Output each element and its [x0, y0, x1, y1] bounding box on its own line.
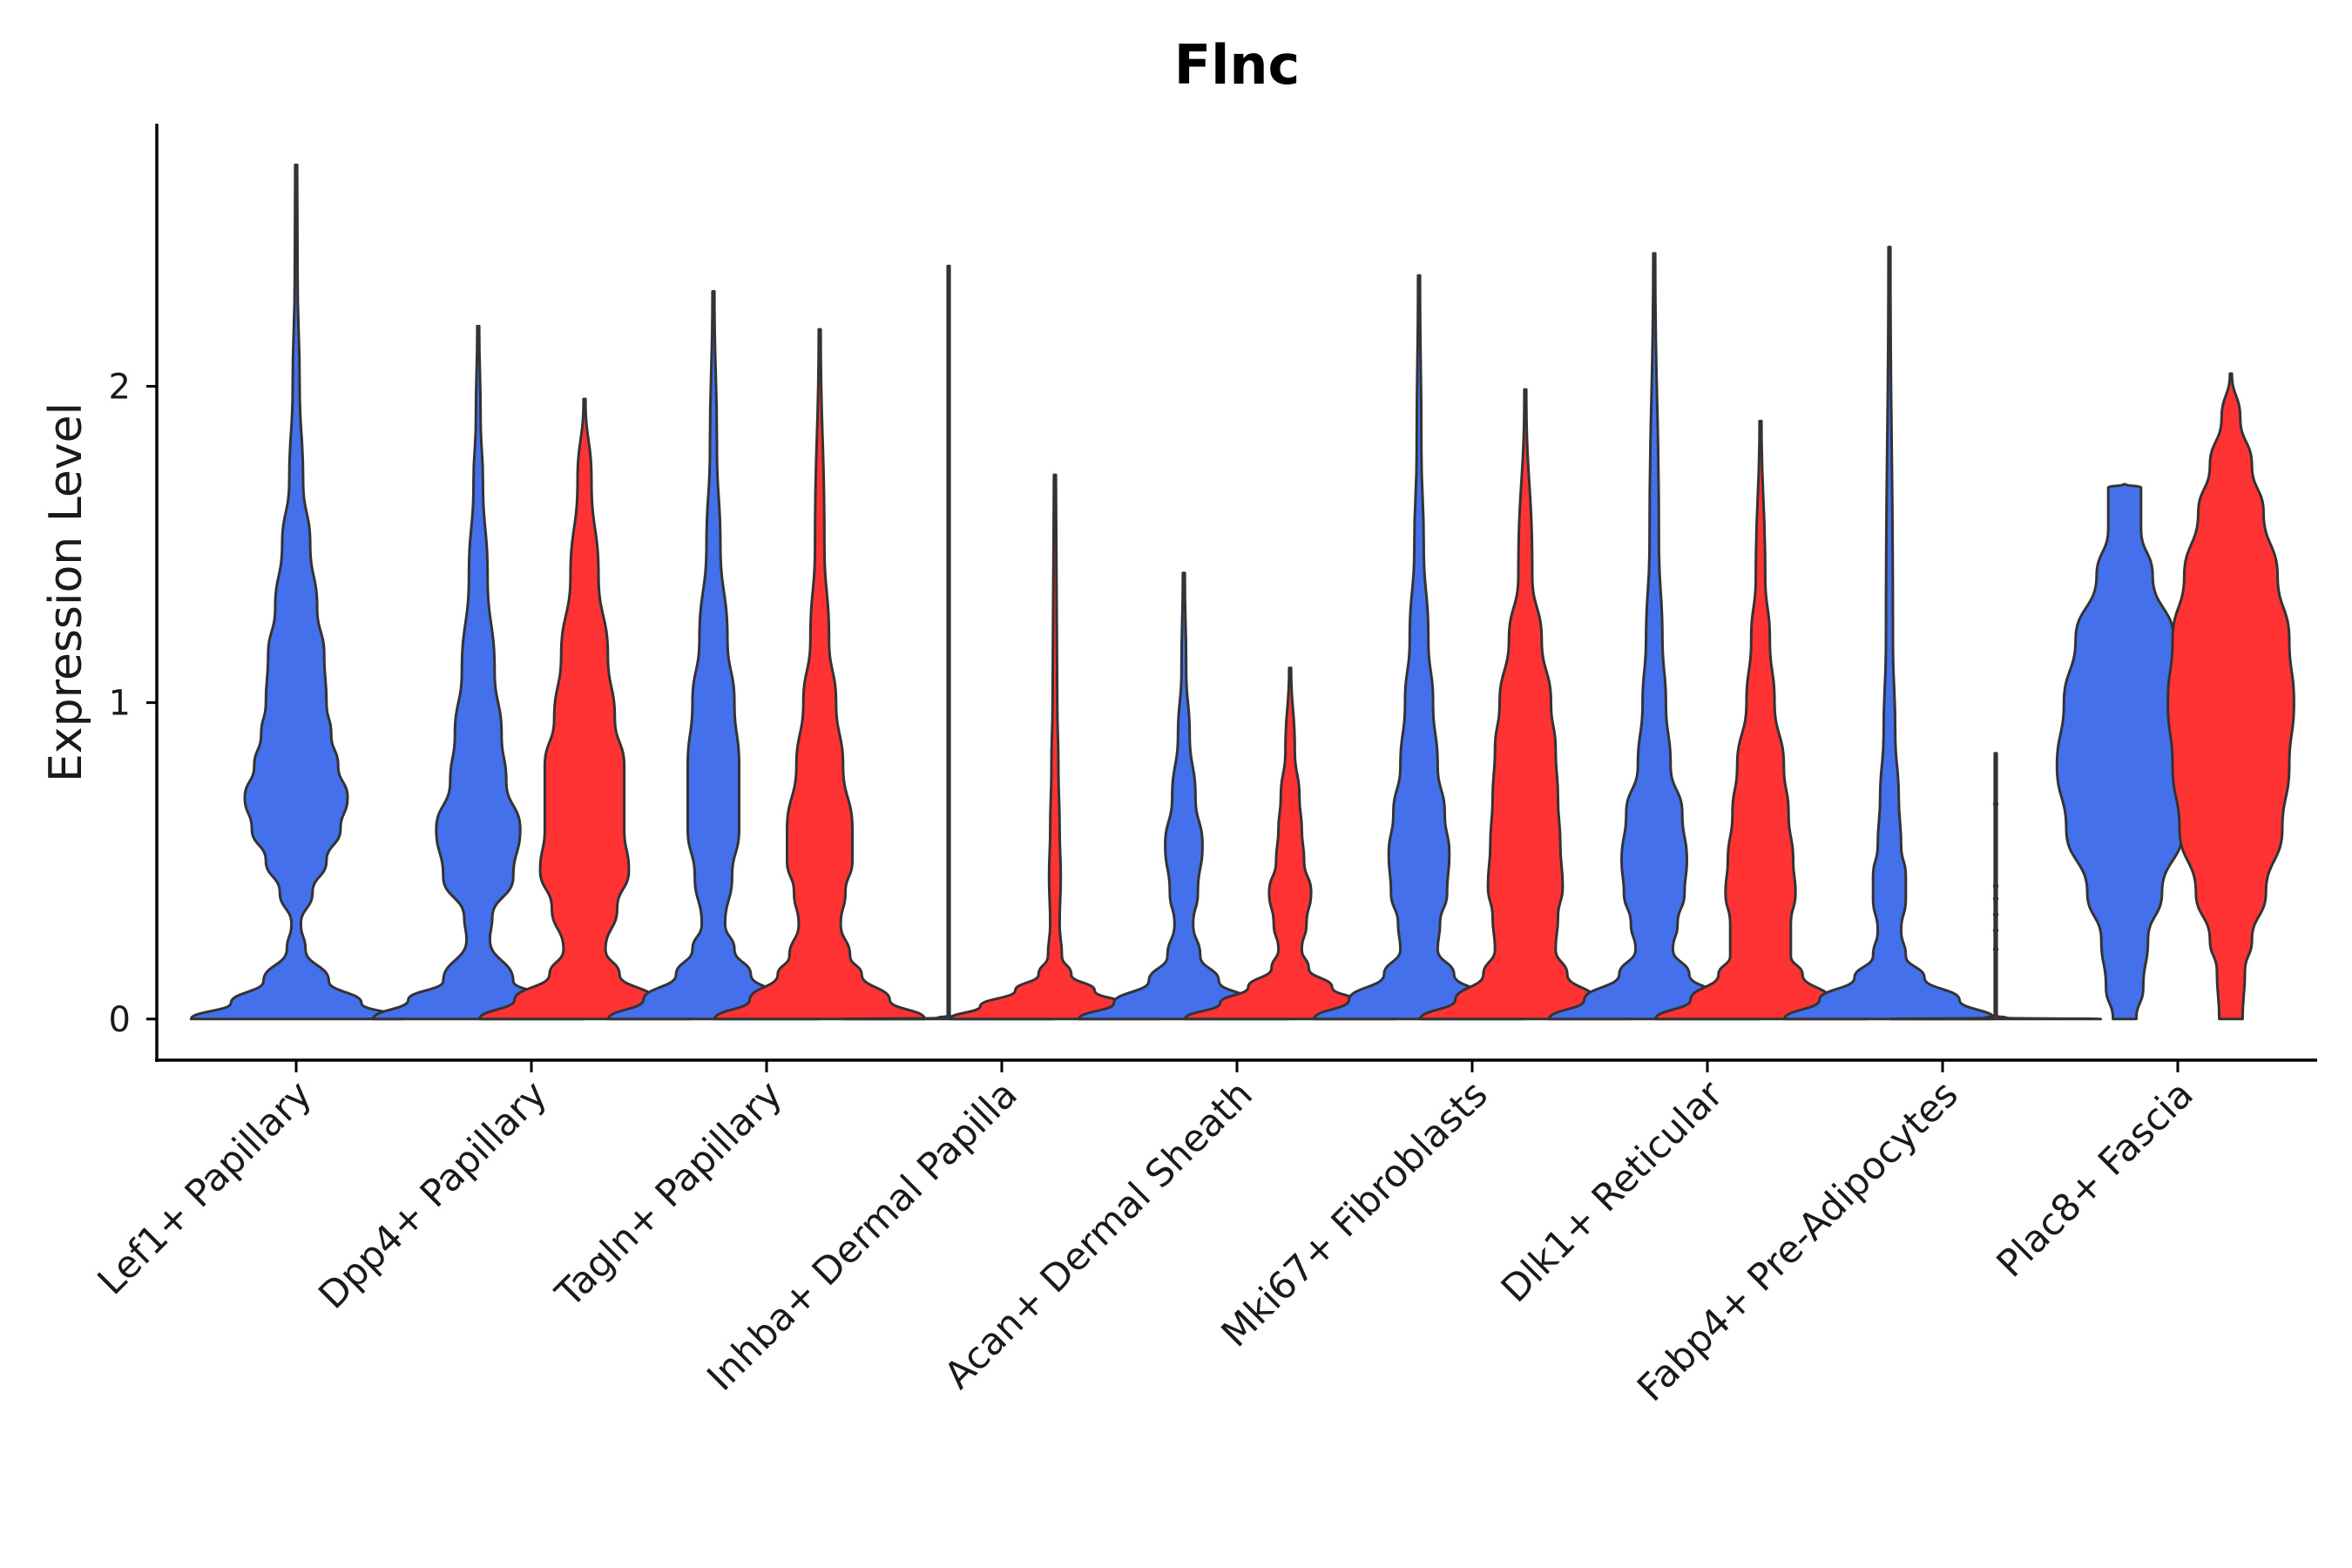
violin-mki67-fibroblasts-blue	[1312, 274, 1526, 1021]
chart-title: Flnc	[1174, 33, 1301, 97]
violin-lef1-papillary-blue	[189, 163, 403, 1021]
x-tick-label-lef1-papillary: Lef1+ Papillary	[90, 1072, 321, 1303]
outlier-point-fabp4-pre-adipocytes-outlier-points-2	[1992, 911, 1999, 918]
outlier-points-layer	[1992, 801, 1999, 953]
outlier-point-fabp4-pre-adipocytes-outlier-points-3	[1992, 896, 1999, 902]
violin-acan-dermal-sheath-blue	[1077, 571, 1291, 1021]
outlier-point-fabp4-pre-adipocytes-outlier-points-1	[1992, 927, 1999, 934]
y-tick-label-2: 2	[109, 367, 131, 407]
x-tick-label-dlk1-reticular: Dlk1+ Reticular	[1493, 1072, 1732, 1311]
y-ticks: 0 1 2	[109, 367, 157, 1040]
violins-layer	[189, 163, 2295, 1021]
x-tick-label-plac8-fascia: Plac8+ Fascia	[1989, 1072, 2202, 1286]
outlier-point-fabp4-pre-adipocytes-outlier-points-4	[1992, 883, 1999, 889]
x-tick-label-tagln-papillary: Tagln+ Papillary	[547, 1072, 791, 1316]
y-tick-label-1: 1	[109, 684, 131, 724]
violin-fabp4-pre-adipocytes-blue	[1782, 246, 1997, 1021]
violin-dlk1-reticular-red	[1653, 419, 1868, 1021]
y-tick-label-0: 0	[109, 1000, 131, 1040]
violin-acan-dermal-sheath-red	[1183, 666, 1397, 1021]
violin-inhba-dermal-papilla-red	[948, 473, 1162, 1021]
violin-dpp4-papillary-red	[477, 397, 692, 1021]
violin-tagln-papillary-red	[713, 328, 927, 1021]
outlier-point-fabp4-pre-adipocytes-outlier-points-0	[1992, 946, 1999, 953]
x-tick-label-mki67-fibroblasts: Mki67+ Fibroblasts	[1213, 1072, 1497, 1355]
x-tick-label-dpp4-papillary: Dpp4+ Papillary	[311, 1072, 556, 1317]
violin-plac8-fascia-red	[2166, 372, 2295, 1021]
outlier-point-fabp4-pre-adipocytes-outlier-points-5	[1992, 801, 1999, 808]
violin-dlk1-reticular-blue	[1547, 252, 1761, 1021]
violin-dpp4-papillary-blue	[371, 324, 585, 1021]
y-axis-label: Expression Level	[40, 402, 92, 782]
violin-mki67-fibroblasts-red	[1418, 388, 1632, 1021]
violin-inhba-dermal-papilla-blue	[841, 264, 1056, 1021]
violin-tagln-papillary-blue	[606, 290, 821, 1021]
